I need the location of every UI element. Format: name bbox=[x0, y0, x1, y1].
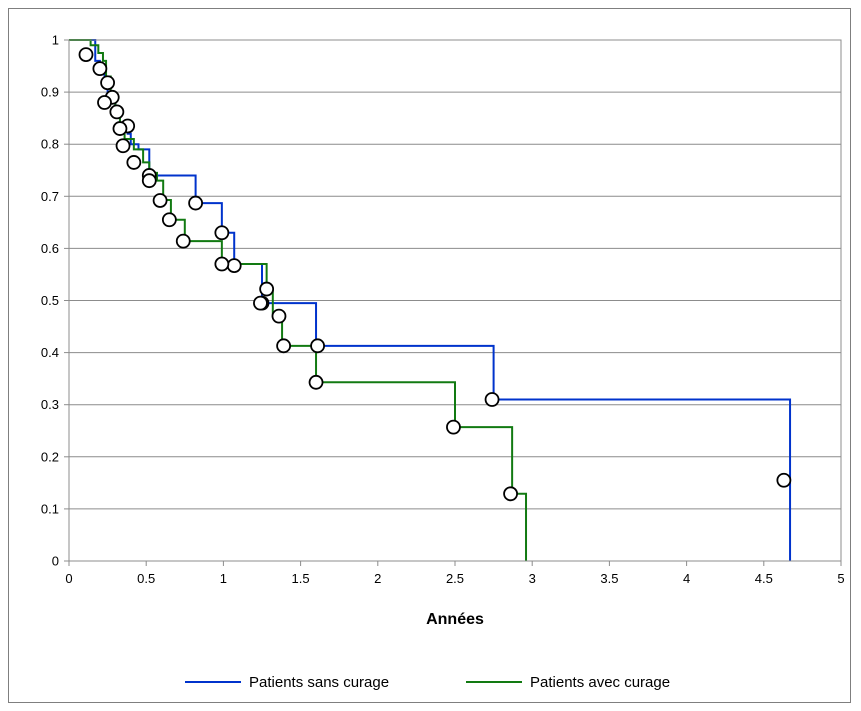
x-tick-label: 4 bbox=[683, 571, 690, 586]
censored-markers bbox=[78, 47, 792, 502]
censored-marker bbox=[175, 233, 191, 249]
censored-marker bbox=[115, 138, 131, 154]
censored-marker bbox=[310, 338, 325, 354]
censored-marker bbox=[152, 193, 168, 208]
censored-marker bbox=[484, 392, 500, 407]
y-tick-label: 0.9 bbox=[41, 85, 59, 100]
censored-marker bbox=[214, 256, 230, 272]
x-tick-label: 5 bbox=[837, 571, 844, 586]
y-tick-label: 0.4 bbox=[41, 345, 59, 360]
censored-marker bbox=[214, 225, 230, 241]
y-tick-label: 0.8 bbox=[41, 137, 59, 152]
censored-marker bbox=[141, 173, 157, 189]
x-tick-label: 2.5 bbox=[446, 571, 464, 586]
axes: 0 0.1 0.2 0.3 0.4 0.5 0.6 0.7 0.8 0.9 1 0 0.5 1 1.5 2 2.… bbox=[41, 33, 845, 587]
censored-marker bbox=[446, 419, 461, 435]
censored-marker bbox=[161, 212, 177, 228]
censored-marker bbox=[112, 121, 128, 136]
censored-marker bbox=[78, 47, 94, 62]
legend-label-2: Patients avec curage bbox=[530, 674, 670, 691]
y-tick-label: 0.5 bbox=[41, 293, 59, 308]
x-tick-label: 0 bbox=[65, 571, 72, 586]
x-tick-label: 1 bbox=[220, 571, 227, 586]
censored-marker bbox=[97, 95, 112, 110]
y-tick-label: 0.7 bbox=[41, 189, 59, 204]
censored-marker bbox=[308, 374, 324, 390]
censored-marker bbox=[100, 75, 115, 91]
y-tick-label: 0.6 bbox=[41, 241, 59, 256]
y-tick-label: 0 bbox=[52, 554, 59, 569]
censored-marker bbox=[503, 486, 518, 502]
x-tick-label: 4.5 bbox=[755, 571, 773, 586]
x-tick-label: 3.5 bbox=[600, 571, 618, 586]
km-survival-chart: 0 0.1 0.2 0.3 0.4 0.5 0.6 0.7 0.8 0.9 1 0 0.5 1 1.5 2 2.… bbox=[41, 33, 845, 692]
chart-frame: 0 0.1 0.2 0.3 0.4 0.5 0.6 0.7 0.8 0.9 1 0 0.5 1 1.5 2 2.… bbox=[8, 8, 851, 703]
censored-marker bbox=[253, 295, 268, 311]
censored-marker bbox=[126, 155, 142, 170]
legend-label-1: Patients sans curage bbox=[249, 674, 389, 691]
y-tick-label: 1 bbox=[52, 33, 59, 48]
x-tick-label: 0.5 bbox=[137, 571, 155, 586]
censored-marker bbox=[276, 338, 292, 354]
x-tick-label: 3 bbox=[529, 571, 536, 586]
y-tick-label: 0.3 bbox=[41, 397, 59, 412]
censored-marker bbox=[271, 308, 287, 324]
censored-marker bbox=[188, 195, 204, 211]
y-tick-label: 0.1 bbox=[41, 501, 59, 516]
x-tick-label: 2 bbox=[374, 571, 381, 586]
plot-border bbox=[68, 39, 842, 562]
censored-marker bbox=[109, 104, 125, 120]
censored-marker bbox=[259, 281, 275, 297]
censored-marker bbox=[226, 258, 242, 273]
y-tick-label: 0.2 bbox=[41, 449, 59, 464]
legend: Patients sans curage Patients avec curage bbox=[185, 674, 670, 691]
censored-marker bbox=[92, 61, 108, 77]
x-tick-label: 1.5 bbox=[292, 571, 310, 586]
x-axis-title: Années bbox=[426, 611, 484, 628]
censored-marker bbox=[776, 472, 792, 488]
